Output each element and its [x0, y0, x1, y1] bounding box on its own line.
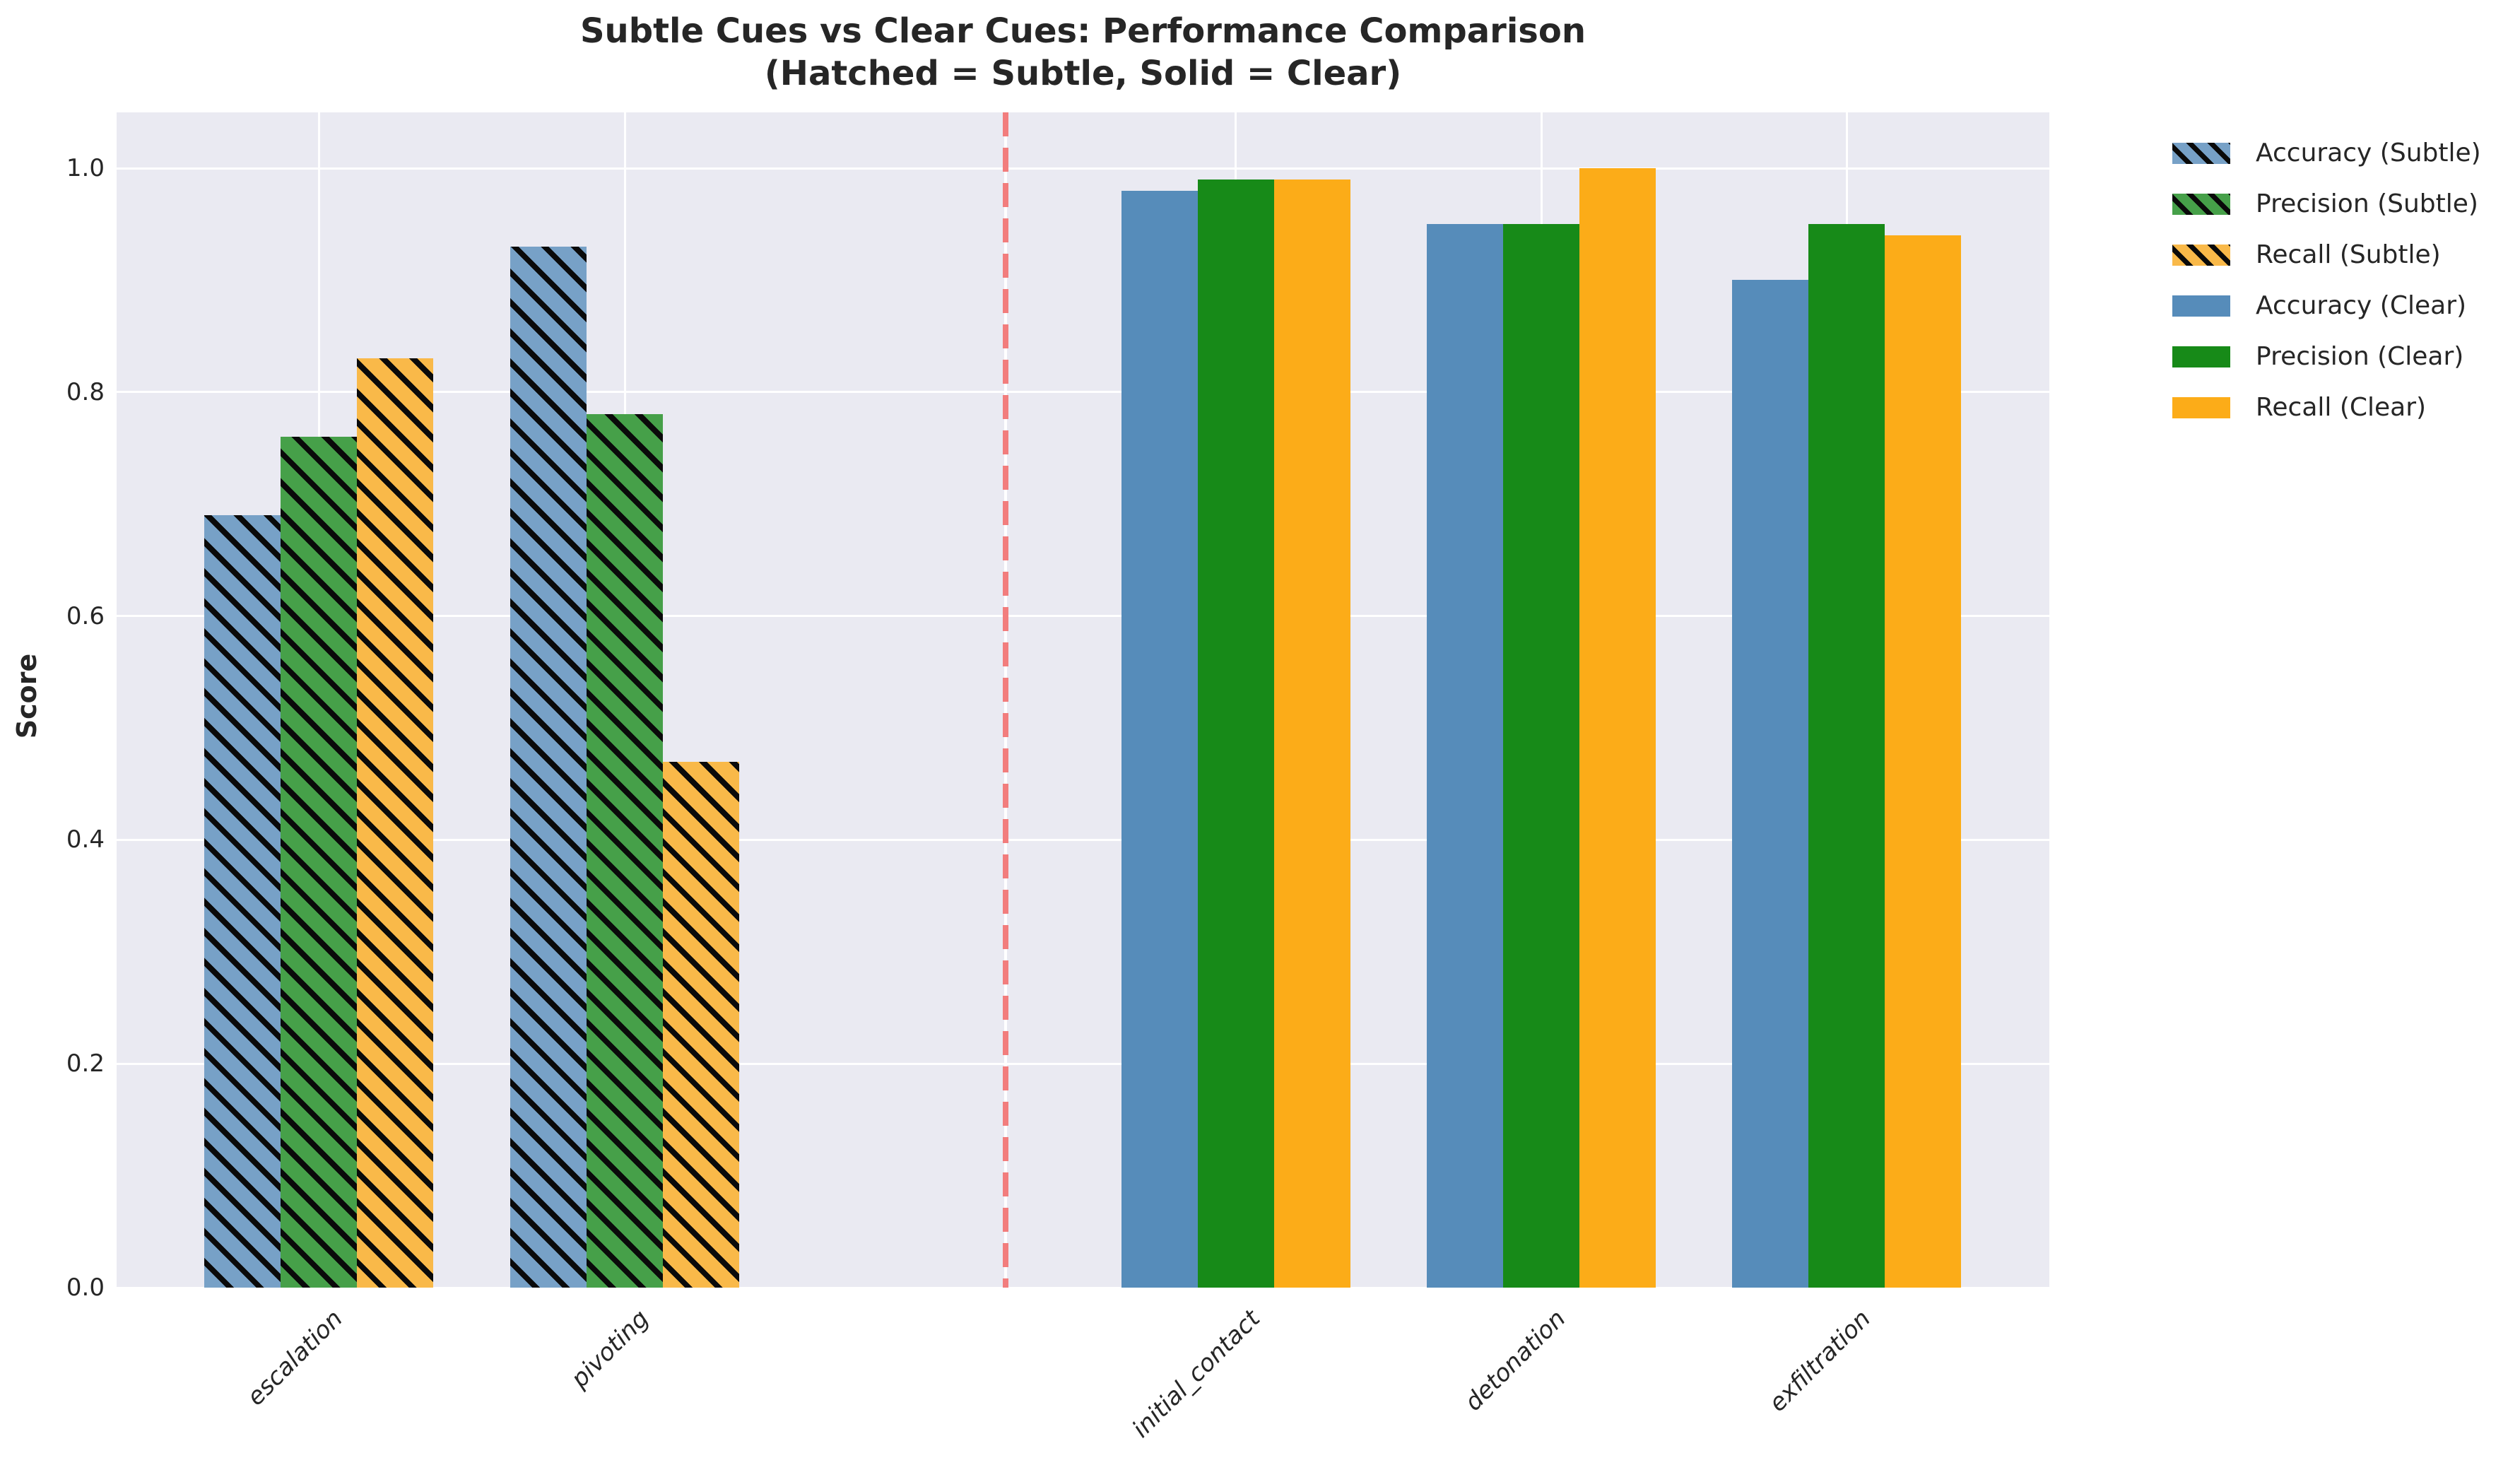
- chart-title-line2: (Hatched = Subtle, Solid = Clear): [764, 54, 1402, 93]
- x-tick-label: pivoting: [565, 1305, 655, 1394]
- legend-item: Recall (Clear): [2172, 393, 2481, 422]
- x-tick-label: detonation: [1459, 1305, 1572, 1417]
- y-tick-label: 1.0: [66, 154, 105, 182]
- legend-label: Recall (Clear): [2256, 393, 2427, 422]
- gridline-h: [117, 391, 2049, 394]
- legend-label: Accuracy (Subtle): [2256, 139, 2481, 167]
- gridline-h: [117, 615, 2049, 618]
- gridline-h: [117, 1062, 2049, 1065]
- gridline-h: [117, 167, 2049, 170]
- x-tick-label: exfiltration: [1763, 1305, 1877, 1418]
- legend: Accuracy (Subtle) Precision (Subtle) Recal…: [2172, 139, 2481, 444]
- bar-accuracy-exfiltration: [1732, 280, 1808, 1288]
- legend-item: Precision (Clear): [2172, 342, 2481, 371]
- bar-accuracy-initial_contact: [1121, 191, 1198, 1288]
- precision-subtle-swatch: [2172, 193, 2230, 215]
- accuracy-clear-swatch: [2172, 295, 2230, 317]
- divider-line: [1003, 112, 1008, 1288]
- x-tick-label: initial_contact: [1126, 1305, 1266, 1444]
- y-tick-label: 0.6: [66, 601, 105, 630]
- y-tick-label: 0.0: [66, 1273, 105, 1302]
- y-tick-label: 0.8: [66, 377, 105, 406]
- y-tick-label: 0.4: [66, 825, 105, 854]
- bar-precision-escalation: [281, 437, 357, 1288]
- chart-title: Subtle Cues vs Clear Cues: Performance C…: [117, 10, 2049, 95]
- legend-item: Recall (Subtle): [2172, 240, 2481, 269]
- legend-label: Precision (Subtle): [2256, 189, 2478, 218]
- legend-label: Recall (Subtle): [2256, 240, 2441, 269]
- bar-accuracy-detonation: [1427, 224, 1503, 1288]
- recall-subtle-swatch: [2172, 244, 2230, 266]
- plot-area: [117, 112, 2049, 1289]
- x-tick-label: escalation: [242, 1305, 349, 1412]
- bar-precision-pivoting: [587, 414, 663, 1288]
- y-axis-label: Score: [11, 653, 42, 739]
- bar-precision-exfiltration: [1808, 224, 1885, 1288]
- bar-recall-exfiltration: [1885, 235, 1961, 1288]
- precision-clear-swatch: [2172, 346, 2230, 367]
- gridline-h: [117, 838, 2049, 841]
- recall-clear-swatch: [2172, 396, 2230, 418]
- bar-recall-initial_contact: [1273, 180, 1350, 1288]
- legend-label: Accuracy (Clear): [2256, 291, 2467, 320]
- bar-recall-detonation: [1579, 168, 1656, 1288]
- legend-label: Precision (Clear): [2256, 342, 2464, 371]
- bar-recall-pivoting: [663, 762, 739, 1288]
- bar-precision-detonation: [1503, 224, 1579, 1288]
- chart-title-line1: Subtle Cues vs Clear Cues: Performance C…: [579, 11, 1586, 51]
- legend-item: Accuracy (Clear): [2172, 291, 2481, 320]
- bar-precision-initial_contact: [1197, 180, 1274, 1288]
- y-tick-label: 0.2: [66, 1049, 105, 1078]
- bar-accuracy-pivoting: [510, 247, 587, 1288]
- accuracy-subtle-swatch: [2172, 142, 2230, 164]
- legend-item: Accuracy (Subtle): [2172, 139, 2481, 167]
- legend-item: Precision (Subtle): [2172, 189, 2481, 218]
- bar-accuracy-escalation: [204, 515, 281, 1288]
- bar-recall-escalation: [357, 358, 433, 1288]
- gridline-h: [117, 1286, 2049, 1289]
